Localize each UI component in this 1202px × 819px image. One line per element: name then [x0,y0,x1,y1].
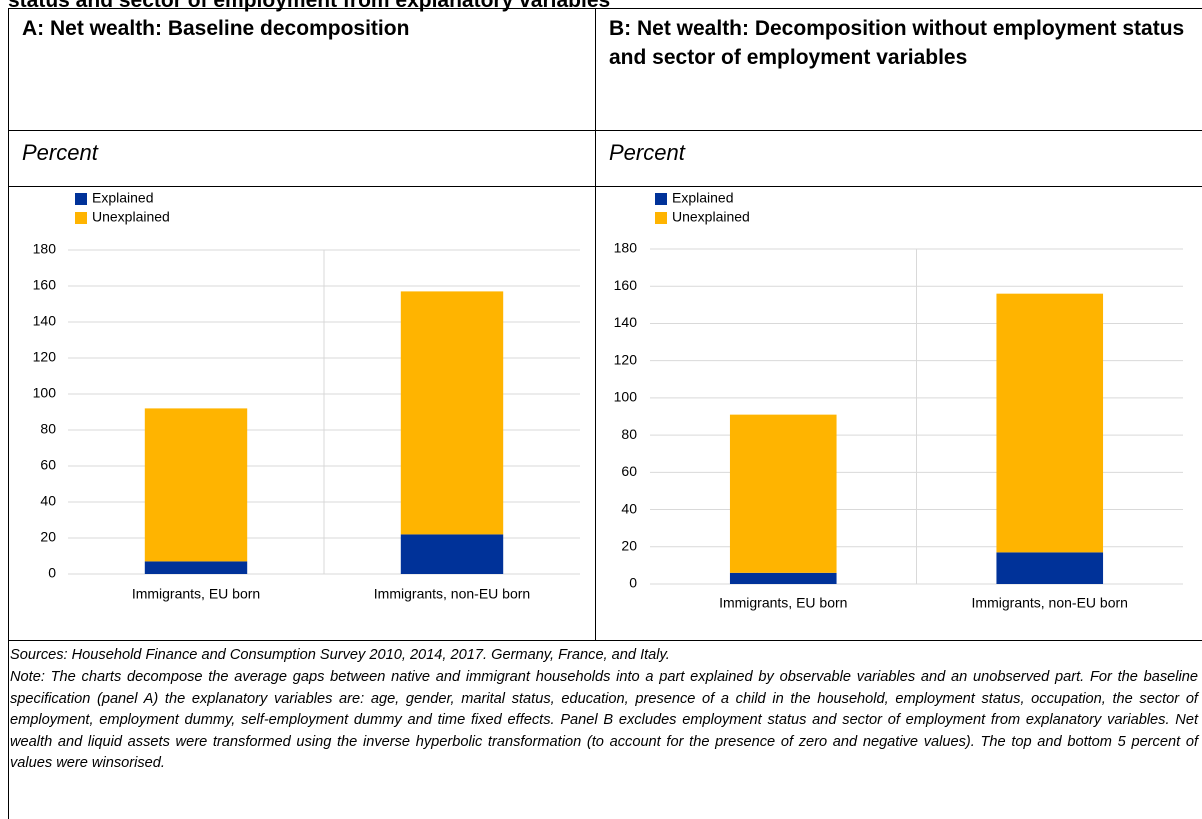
bar-segment [400,534,504,574]
y-tick-label: 0 [48,565,56,581]
legend-label: Unexplained [92,209,170,225]
bar-segment [144,561,248,574]
chart-subtitle: Percent [609,140,685,165]
y-tick-label: 80 [40,421,56,437]
sources: Sources: Household Finance and Consumpti… [10,647,670,663]
y-tick-label: 100 [33,385,57,401]
y-tick-label: 80 [621,426,637,442]
y-tick-label: 180 [33,241,57,257]
chart-title: A: Net wealth: Baseline decomposition [22,17,410,40]
y-tick-label: 140 [33,313,57,329]
x-tick-label: Immigrants, non-EU born [972,595,1128,611]
x-tick-label: Immigrants, EU born [132,586,260,602]
y-tick-label: 140 [614,314,638,330]
y-tick-label: 160 [33,277,57,293]
y-tick-label: 60 [40,457,56,473]
legend-swatch [655,193,667,205]
bar-segment [144,408,248,562]
note: Note: The charts decompose the average g… [10,669,1198,771]
y-tick-label: 60 [621,463,637,479]
y-tick-label: 40 [621,500,637,516]
chart-subtitle: Percent [22,140,98,165]
legend-swatch [75,212,87,224]
legend-label: Explained [672,190,734,206]
chart-title: B: Net wealth: Decomposition without emp… [609,17,1185,69]
y-tick-label: 180 [614,240,638,256]
y-tick-label: 40 [40,493,56,509]
y-tick-label: 0 [629,575,637,591]
y-tick-label: 120 [33,349,57,365]
bar-segment [996,552,1104,584]
legend-label: Explained [92,190,154,206]
bar-segment [996,293,1104,553]
bar-segment [729,414,837,573]
x-tick-label: Immigrants, non-EU born [374,586,530,602]
bar-segment [729,572,837,584]
y-tick-label: 120 [614,351,638,367]
bar-segment [400,291,504,535]
y-tick-label: 160 [614,277,638,293]
legend-swatch [75,193,87,205]
x-tick-label: Immigrants, EU born [719,595,847,611]
legend-swatch [655,212,667,224]
y-tick-label: 100 [614,389,638,405]
table-borders [8,8,1202,819]
y-tick-label: 20 [40,529,56,545]
y-tick-label: 20 [621,537,637,553]
legend-label: Unexplained [672,209,750,225]
